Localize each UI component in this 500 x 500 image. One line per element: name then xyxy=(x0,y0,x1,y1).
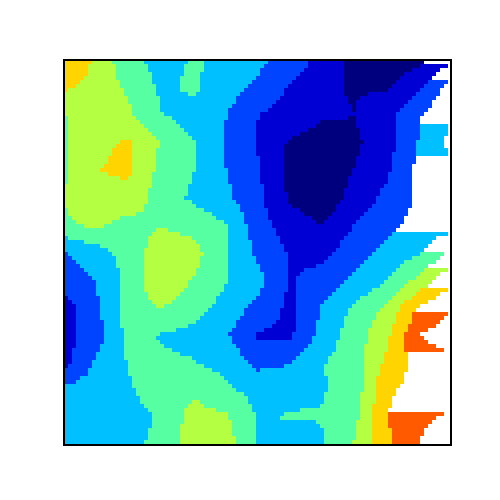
contour-band-2 xyxy=(64,60,448,384)
contour-band-4 xyxy=(64,60,444,445)
contour-fill-layer xyxy=(64,60,448,445)
contour-band-3 xyxy=(64,60,448,445)
contour-band-7 xyxy=(388,312,448,445)
contour-band-5 xyxy=(64,60,448,445)
plot-frame xyxy=(63,59,452,446)
contour-band-0 xyxy=(284,60,424,224)
